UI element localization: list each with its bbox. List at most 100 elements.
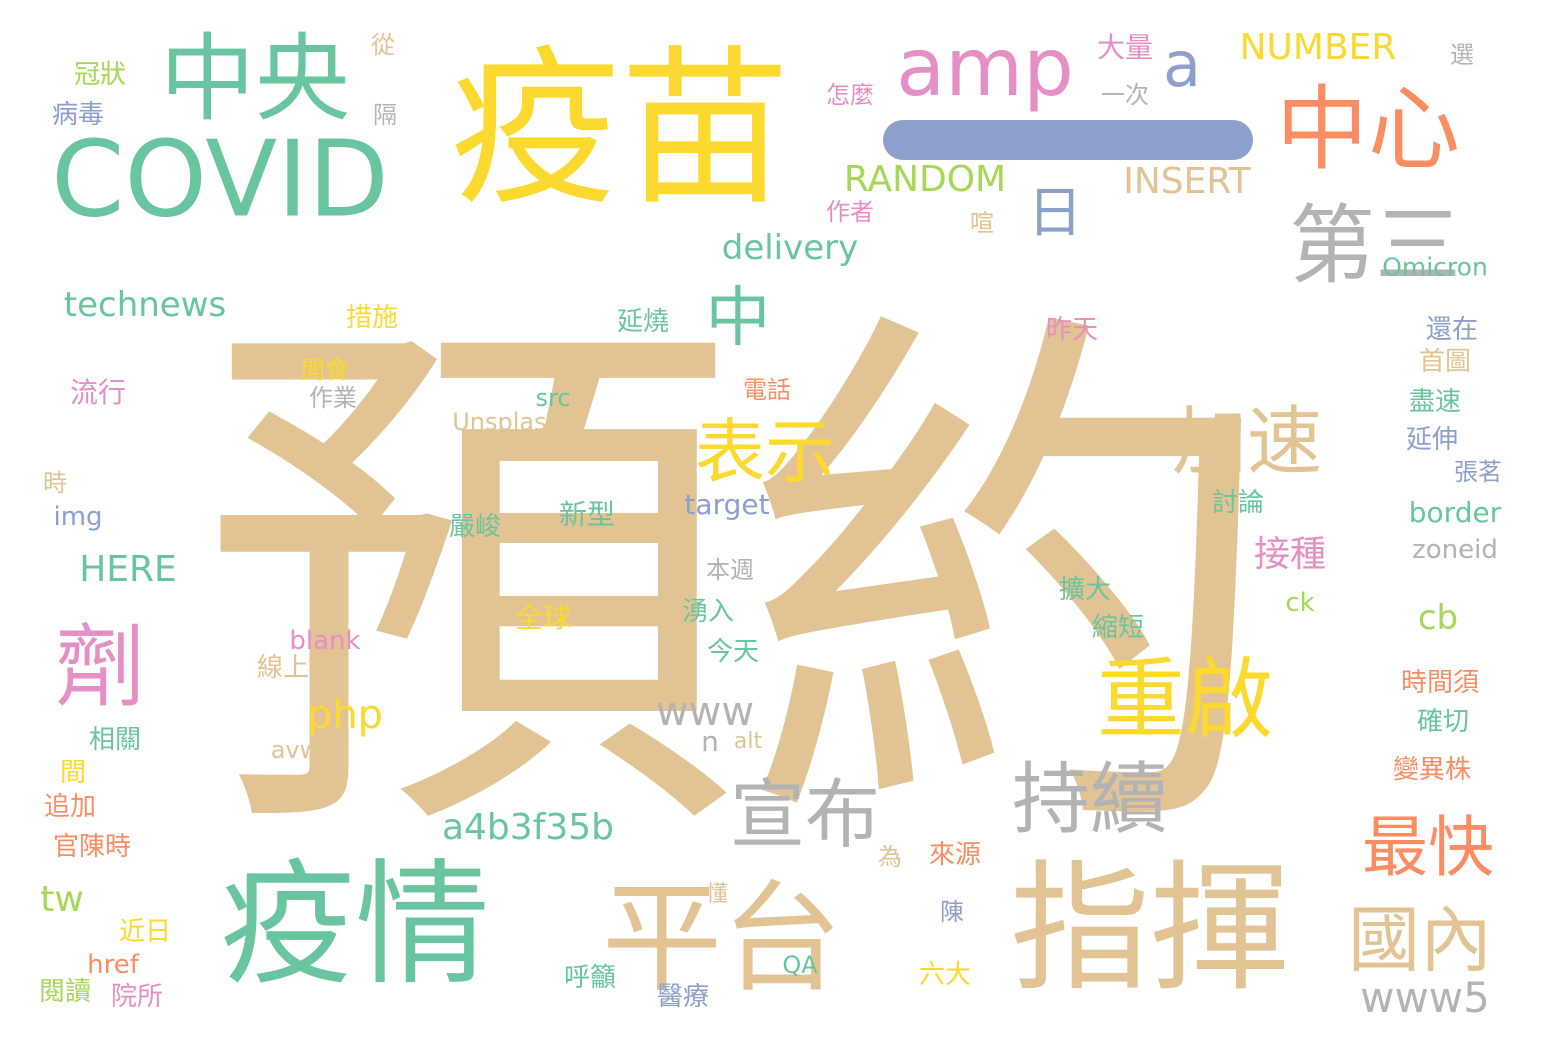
word-3: 中央 [159, 24, 351, 135]
word-98: 呼籲 [563, 963, 617, 993]
word-60: 延伸 [1405, 425, 1459, 455]
word-79: 時間須 [1400, 668, 1480, 698]
word-71: 擴大 [1058, 575, 1112, 605]
word-18: 加速 [1171, 397, 1323, 486]
word-23: php [306, 692, 384, 738]
word-26: alt [733, 729, 763, 754]
word-97: 院所 [110, 982, 164, 1012]
word-58: Unsplash [452, 408, 562, 436]
word-21: 接種 [1253, 534, 1327, 575]
word-48: 措施 [345, 303, 399, 333]
word-64: target [684, 488, 770, 521]
word-61: 張茗 [1454, 458, 1502, 486]
word-1: 預約 [200, 271, 1280, 899]
word-80: 確切 [1416, 707, 1470, 737]
word-59: 盡速 [1408, 387, 1462, 417]
word-93: href [87, 950, 139, 980]
word-96: 閱讀 [38, 977, 92, 1007]
word-36: www5 [1360, 973, 1490, 1022]
word-85: 變異株 [1392, 755, 1472, 785]
word-67: 討論 [1211, 488, 1265, 518]
word-13: delivery [721, 228, 859, 268]
word-94: QA [782, 951, 818, 979]
word-82: avw [270, 736, 320, 764]
word-17: 表示 [695, 411, 835, 493]
word-91: 陳 [940, 898, 964, 926]
word-24: www [655, 689, 755, 735]
word-89: 來源 [928, 840, 982, 870]
word-86: 追加 [43, 792, 97, 822]
word-6: a [1163, 28, 1201, 101]
word-95: 六大 [918, 960, 972, 990]
word-4: COVID [51, 118, 389, 241]
word-15: 中 [705, 280, 771, 356]
word-63: img [53, 502, 103, 532]
word-42: 大量 [1096, 31, 1154, 64]
word-87: 官陳時 [52, 832, 132, 862]
word-53: 流行 [69, 376, 127, 409]
word-11: RANDOM [843, 159, 1007, 200]
word-2: 疫苗 [449, 31, 791, 229]
word-40: 從 [371, 31, 395, 59]
word-56: 電話 [743, 376, 791, 404]
word-76: blank [289, 626, 361, 656]
word-32: 疫情 [220, 846, 490, 1004]
word-49: 延燒 [616, 307, 670, 337]
word-66: 新型 [558, 498, 616, 531]
word-37: tw [40, 879, 84, 920]
word-57: src [535, 384, 571, 412]
word-8: NUMBER [1239, 27, 1397, 68]
word-44: 怎麼 [826, 81, 874, 109]
word-30: 最快 [1362, 809, 1494, 886]
word-38: 冠狀 [73, 60, 127, 90]
word-47: 喧 [970, 209, 994, 237]
word-7: 中心 [1275, 76, 1461, 183]
word-19: 劑 [55, 615, 145, 720]
word-14: technews [63, 285, 227, 325]
word-52: 首圖 [1418, 347, 1472, 377]
word-78: 今天 [706, 637, 760, 667]
word-22: HERE [79, 549, 177, 590]
word-34: 指揮 [1009, 848, 1291, 1011]
word-27: 宣布 [729, 770, 881, 859]
word-33: 平台 [602, 870, 842, 1009]
word-62: 時 [43, 469, 67, 497]
word-75: ck [1285, 588, 1315, 618]
word-92: 近日 [118, 917, 172, 947]
word-77: 線上 [256, 653, 310, 683]
dash-word-bar [883, 120, 1253, 160]
word-10: 日 [1027, 180, 1083, 245]
word-50: 昨天 [1045, 315, 1099, 345]
word-16: Omicron [1382, 252, 1488, 282]
word-81: 相關 [88, 725, 142, 755]
word-54: 開會 [301, 356, 349, 384]
word-88: 為 [878, 843, 902, 871]
word-28: 持續 [1011, 755, 1169, 845]
word-41: 隔 [373, 101, 397, 129]
word-55: 作業 [309, 384, 357, 412]
word-51: 還在 [1425, 315, 1479, 345]
word-12: INSERT [1123, 161, 1251, 202]
word-73: 湧入 [681, 597, 735, 627]
word-69: zoneid [1412, 535, 1498, 565]
word-29: a4b3f35b [441, 807, 615, 848]
word-20: 重啟 [1096, 648, 1274, 751]
word-43: 一次 [1101, 81, 1149, 109]
word-68: border [1408, 496, 1502, 529]
word-83: 間 [59, 758, 87, 788]
word-25: n [701, 725, 719, 758]
word-99: 醫療 [656, 982, 710, 1012]
word-46: 作者 [826, 198, 874, 226]
word-90: 懂 [705, 882, 729, 907]
word-39: 病毒 [51, 100, 105, 130]
word-70: 本週 [706, 556, 754, 584]
word-5: amp [896, 21, 1074, 114]
word-84: 研議 [268, 783, 322, 813]
word-35: 國內 [1347, 898, 1493, 982]
word-45: 選 [1450, 41, 1474, 69]
word-31: cb [1417, 598, 1459, 638]
word-72: 全球 [514, 601, 572, 634]
word-74: 縮短 [1091, 613, 1145, 643]
word-65: 嚴峻 [448, 512, 502, 542]
